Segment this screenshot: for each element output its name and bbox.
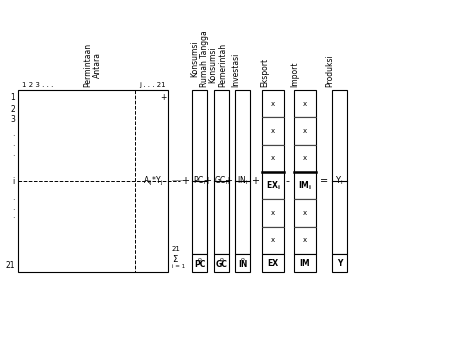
Text: Eksport: Eksport [260, 58, 269, 87]
Text: PC: PC [193, 260, 205, 269]
Bar [191, 254, 207, 272]
Text: x: x [270, 210, 274, 216]
Text: .: . [12, 202, 15, 212]
Bar [213, 254, 229, 272]
Text: Produksi: Produksi [325, 54, 334, 87]
Text: x: x [302, 210, 307, 216]
Text: =: = [319, 176, 327, 186]
Text: .: . [12, 193, 15, 202]
Text: Y: Y [336, 259, 341, 267]
Bar [18, 90, 168, 272]
Text: j . . . 21: j . . . 21 [139, 82, 165, 88]
Bar [293, 227, 315, 254]
Text: 3: 3 [10, 116, 15, 124]
Bar [262, 227, 283, 254]
Text: $\mathregular{EX_i}$: $\mathregular{EX_i}$ [265, 179, 280, 192]
Bar [331, 90, 346, 254]
Text: $\mathregular{IN_i}$: $\mathregular{IN_i}$ [236, 175, 247, 187]
Text: x: x [302, 155, 307, 161]
Bar [213, 90, 229, 254]
Bar [262, 145, 283, 172]
Bar [293, 90, 315, 117]
Text: $\mathregular{IM_i}$: $\mathregular{IM_i}$ [297, 179, 311, 192]
Text: GC: GC [215, 260, 227, 269]
Text: i: i [13, 176, 15, 186]
Text: $\mathregular{Y_i}$: $\mathregular{Y_i}$ [335, 175, 343, 187]
Bar [293, 254, 315, 272]
Text: +: + [180, 176, 189, 186]
Text: Konsumsi
Rumah Tangga: Konsumsi Rumah Tangga [190, 30, 209, 87]
Text: o: o [197, 257, 201, 262]
Text: o: o [240, 257, 244, 262]
Text: Investasi: Investasi [231, 53, 240, 87]
Bar [293, 199, 315, 227]
Text: +: + [224, 176, 231, 186]
Text: $\mathregular{GC_i}$: $\mathregular{GC_i}$ [214, 175, 228, 187]
Text: 2: 2 [10, 104, 15, 114]
Text: x: x [270, 128, 274, 134]
Bar [191, 90, 207, 254]
Bar [262, 90, 283, 117]
Text: ——: —— [172, 178, 184, 184]
Text: x: x [270, 237, 274, 243]
Text: x: x [270, 101, 274, 107]
Text: .: . [12, 212, 15, 220]
Text: 21: 21 [6, 261, 15, 269]
Text: Import: Import [290, 62, 299, 87]
Text: IM: IM [299, 259, 310, 267]
Text: IN: IN [237, 260, 246, 269]
Text: o: o [219, 257, 223, 262]
Bar [262, 254, 283, 272]
Text: $\mathregular{PC_i}$: $\mathregular{PC_i}$ [193, 175, 206, 187]
Bar [293, 117, 315, 145]
Bar [262, 199, 283, 227]
Bar [262, 172, 283, 199]
Text: .: . [12, 128, 15, 138]
Text: -: - [285, 176, 288, 186]
Bar [262, 117, 283, 145]
Text: 1: 1 [10, 94, 15, 102]
Text: .: . [12, 148, 15, 158]
Text: x: x [270, 155, 274, 161]
Text: +: + [202, 176, 211, 186]
Text: +: + [159, 94, 166, 102]
Text: 21: 21 [172, 246, 180, 252]
Text: Konsumsi
Pemerintah: Konsumsi Pemerintah [208, 43, 227, 87]
Bar [235, 90, 249, 254]
Bar [331, 254, 346, 272]
Text: +: + [251, 176, 258, 186]
Bar [235, 254, 249, 272]
Text: Permintaan
Antara: Permintaan Antara [84, 43, 102, 87]
Text: x: x [302, 128, 307, 134]
Text: Σ: Σ [172, 256, 177, 265]
Text: x: x [302, 237, 307, 243]
Text: EX: EX [267, 259, 278, 267]
Text: x: x [302, 101, 307, 107]
Text: .: . [12, 139, 15, 147]
Text: i = 1: i = 1 [172, 265, 185, 269]
Text: 1 2 3 . . .: 1 2 3 . . . [22, 82, 53, 88]
Bar [293, 172, 315, 199]
Bar [293, 145, 315, 172]
Text: $\mathregular{A_{ij}}$*$\mathregular{Y_j}$: $\mathregular{A_{ij}}$*$\mathregular{Y_j… [143, 174, 163, 188]
